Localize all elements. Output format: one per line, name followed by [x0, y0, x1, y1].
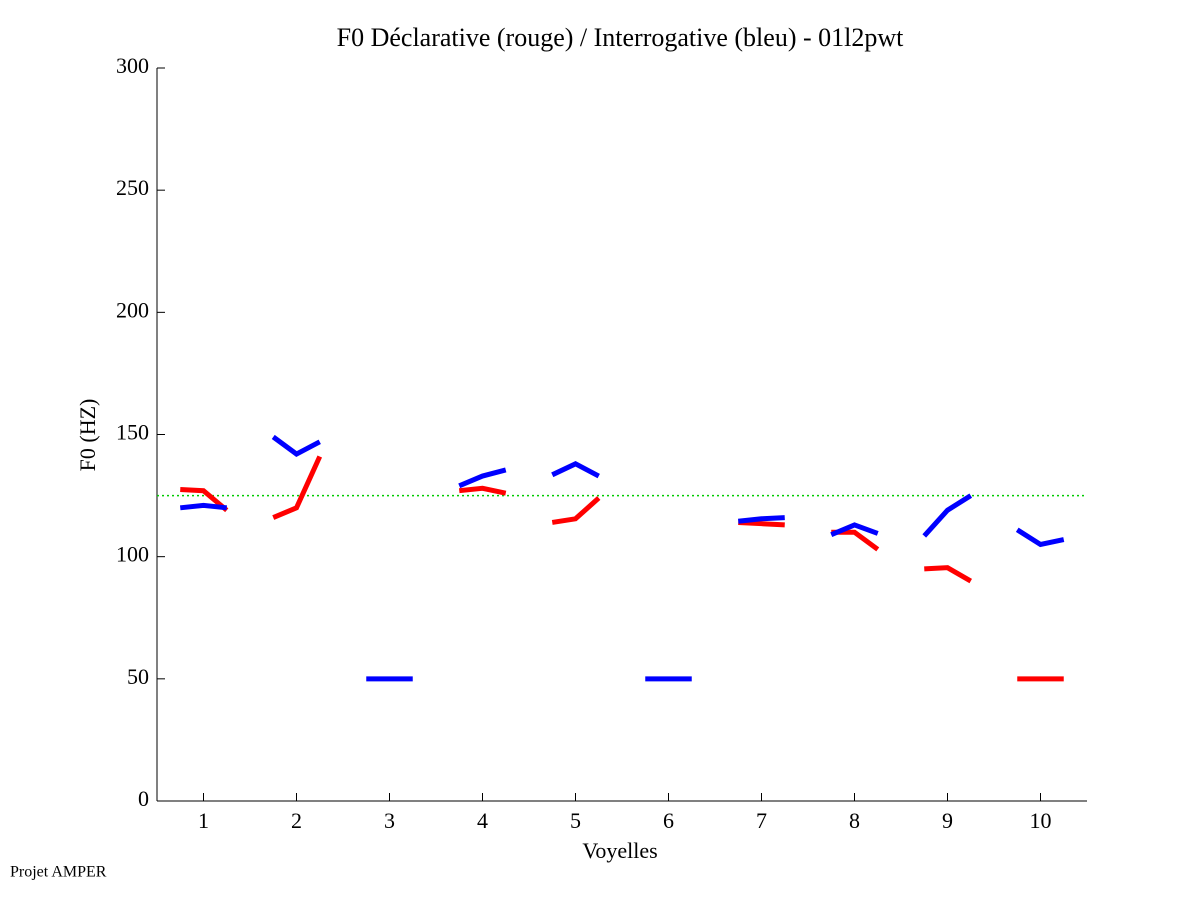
x-axis-label: Voyelles	[582, 838, 657, 863]
footer: Projet AMPER	[10, 864, 107, 881]
x-tick-label: 6	[663, 808, 674, 833]
x-tick-label: 10	[1030, 808, 1052, 833]
x-tick-label: 9	[942, 808, 953, 833]
y-axis-label: F0 (HZ)	[75, 399, 100, 472]
x-tick-label: 4	[477, 808, 488, 833]
y-tick-label: 250	[116, 175, 149, 200]
x-tick-label: 1	[198, 808, 209, 833]
y-tick-label: 200	[116, 297, 149, 322]
y-tick-label: 150	[116, 420, 149, 445]
chart-title: F0 Déclarative (rouge) / Interrogative (…	[337, 23, 905, 52]
x-tick-label: 5	[570, 808, 581, 833]
series-line	[180, 455, 1064, 682]
x-tick-label: 2	[291, 808, 302, 833]
y-tick-label: 0	[138, 786, 149, 811]
y-tick-label: 50	[127, 664, 149, 689]
x-tick-label: 8	[849, 808, 860, 833]
x-tick-label: 3	[384, 808, 395, 833]
y-tick-label: 300	[116, 53, 149, 78]
series-line	[179, 434, 1065, 682]
x-tick-label: 7	[756, 808, 767, 833]
y-tick-label: 100	[116, 542, 149, 567]
